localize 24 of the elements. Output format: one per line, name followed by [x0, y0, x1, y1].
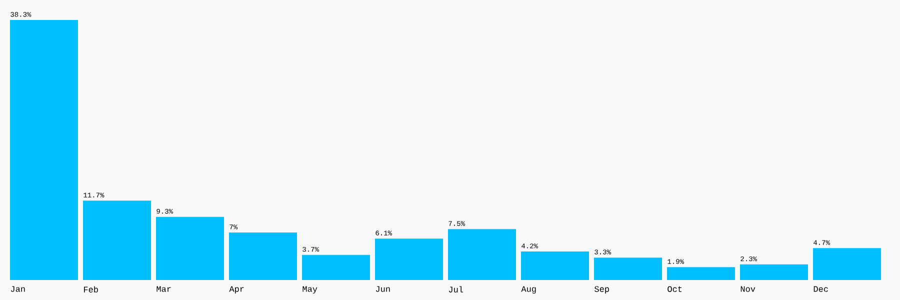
- bar: [156, 216, 224, 280]
- bar: [302, 254, 370, 280]
- bar: [594, 258, 662, 280]
- x-tick-label: Nov: [740, 286, 756, 292]
- x-tick-label: Dec: [814, 286, 828, 292]
- bar: [229, 232, 298, 280]
- bar: [667, 267, 736, 280]
- bar: [813, 248, 882, 280]
- bar: [740, 264, 808, 280]
- x-tick-label: Apr: [229, 286, 244, 294]
- x-tick-label: Mar: [156, 286, 171, 292]
- x-tick-label: Jan: [10, 286, 25, 292]
- x-tick-label: May: [302, 286, 318, 294]
- x-tick-label: Feb: [84, 286, 98, 292]
- bar: [375, 238, 444, 280]
- x-tick-label: Aug: [521, 286, 536, 294]
- bar: [10, 20, 78, 280]
- bar: [448, 229, 516, 280]
- x-tick-label: Jul: [448, 286, 464, 292]
- x-tick-label: Sep: [594, 286, 609, 294]
- x-tick-label: Oct: [668, 286, 682, 292]
- bar: [83, 200, 151, 280]
- x-tick-label: Jun: [376, 286, 390, 292]
- bar: [521, 251, 590, 280]
